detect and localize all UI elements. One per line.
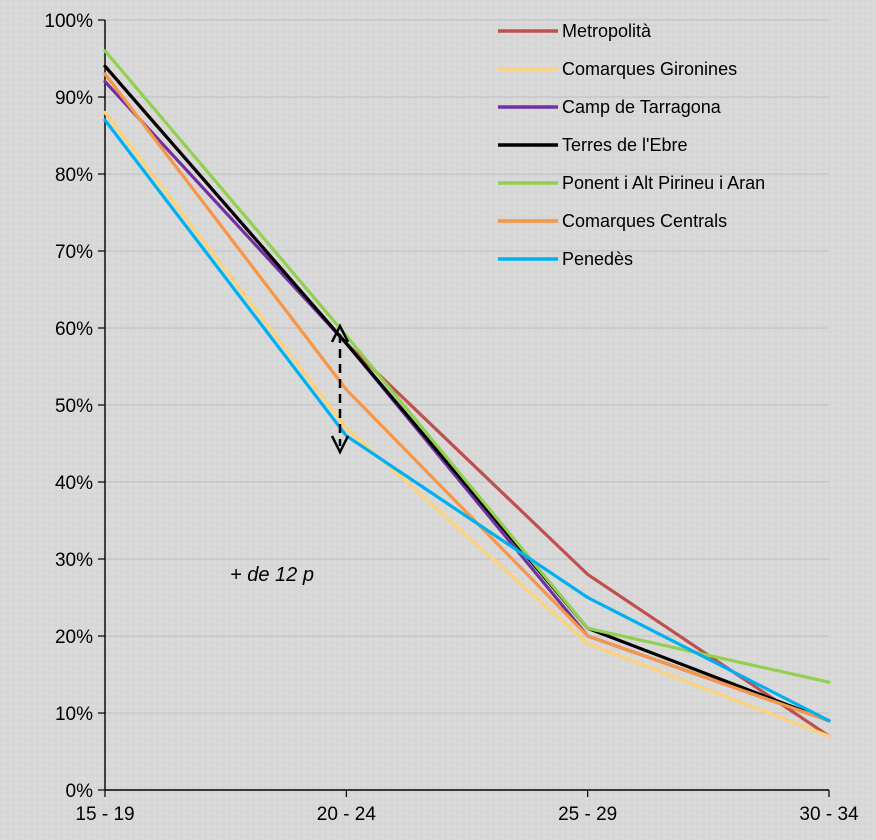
annotation-arrowhead-up: [330, 323, 350, 343]
series-line-6: [103, 118, 831, 723]
y-tick-label: 80%: [55, 165, 93, 186]
y-tick-label: 100%: [44, 11, 93, 32]
annotation-text: + de 12 p: [230, 564, 314, 586]
y-tick-label: 50%: [55, 396, 93, 417]
legend-label: Ponent i Alt Pirineu i Aran: [562, 173, 765, 193]
axes: 0% 10% 20% 30% 40% 50% 60% 70% 80% 90% 100% 15 - 19…: [44, 11, 859, 825]
gridlines: [105, 19, 829, 714]
x-tick-label: 30 - 34: [799, 804, 859, 825]
y-tick-label: 90%: [55, 88, 93, 109]
x-tick-label: 25 - 29: [558, 804, 617, 825]
legend-label: Camp de Tarragona: [562, 97, 722, 117]
annotation-arrowhead-down: [330, 435, 350, 455]
series-line-1: [103, 110, 831, 738]
y-tick-label: 20%: [55, 627, 93, 648]
annotation-group: + de 12 p: [230, 323, 350, 586]
x-tick-label: 15 - 19: [75, 804, 134, 825]
legend-label: Comarques Centrals: [562, 211, 727, 231]
legend-label: Terres de l'Ebre: [562, 135, 688, 155]
y-tick-label: 10%: [55, 704, 93, 725]
series-line-3: [103, 64, 831, 723]
y-tick-label: 70%: [55, 242, 93, 263]
legend-label: Penedès: [562, 249, 633, 269]
legend-label: Comarques Gironines: [562, 59, 737, 79]
legend-label: Metropolità: [562, 21, 652, 41]
series-line-4: [103, 49, 831, 684]
x-tick-label: 20 - 24: [317, 804, 377, 825]
y-tick-label: 0%: [66, 781, 94, 802]
y-tick-label: 30%: [55, 550, 93, 571]
series-line-5: [103, 72, 831, 723]
y-tick-label: 60%: [55, 319, 93, 340]
legend: Metropolità Comarques Gironines Camp de Ta…: [498, 21, 765, 269]
y-tick-label: 40%: [55, 473, 93, 494]
series-lines: [103, 49, 831, 738]
